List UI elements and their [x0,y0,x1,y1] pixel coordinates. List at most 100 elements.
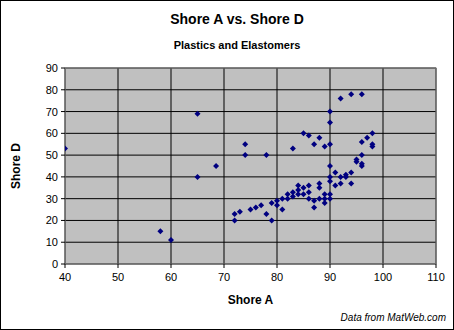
x-tick [171,264,172,268]
y-tick-label: 10 [46,236,58,248]
y-grid-line [65,242,436,243]
y-tick-label: 60 [46,127,58,139]
point [306,133,312,139]
point [364,135,370,141]
point [327,191,333,197]
y-tick [61,133,65,134]
point [316,180,322,186]
y-tick [61,68,65,69]
x-grid-line [383,68,384,264]
point [327,178,333,184]
y-tick [61,176,65,177]
x-tick-label: 80 [271,271,283,283]
point [311,204,317,210]
y-tick [61,264,65,265]
y-grid-line [65,220,436,221]
x-tick-label: 60 [165,271,177,283]
source-note: Data from MatWeb.com [341,312,446,323]
y-grid-line [65,176,436,177]
point [348,170,354,176]
point [274,198,280,204]
point [290,146,296,152]
x-tick [224,264,225,268]
point [285,191,291,197]
x-tick-label: 70 [218,271,230,283]
point [348,91,354,97]
y-tick [61,155,65,156]
y-tick [61,111,65,112]
x-tick [436,264,437,268]
point [332,170,338,176]
point [248,207,254,213]
point [295,183,301,189]
point [269,217,275,223]
y-tick-label: 30 [46,193,58,205]
point [242,152,248,158]
point [279,196,285,202]
plot-area [65,68,436,264]
point [301,130,307,136]
point [237,209,243,215]
point [269,200,275,206]
point [157,228,163,234]
x-tick [383,264,384,268]
x-tick-label: 90 [324,271,336,283]
x-tick [118,264,119,268]
x-grid-line [171,68,172,264]
y-axis-title: Shore D [9,143,23,189]
point [232,211,238,217]
point [369,130,375,136]
x-tick-label: 40 [59,271,71,283]
point [322,143,328,149]
x-tick-label: 110 [427,271,445,283]
point [316,196,322,202]
x-tick [330,264,331,268]
point [232,217,238,223]
chart: 0102030405060708090405060708090100110Sho… [0,0,454,330]
point [359,139,365,145]
x-tick-label: 50 [112,271,124,283]
point [354,156,360,162]
point [338,95,344,101]
point [301,191,307,197]
point [168,237,174,243]
y-tick [61,89,65,90]
point [301,185,307,191]
point [338,180,344,186]
point [327,109,333,115]
y-tick-label: 20 [46,214,58,226]
point [263,152,269,158]
point [332,183,338,189]
y-tick [61,198,65,199]
y-tick-label: 80 [46,84,58,96]
x-grid-line [118,68,119,264]
point [343,174,349,180]
y-tick [61,220,65,221]
x-tick [65,264,66,268]
point [369,143,375,149]
y-tick-label: 90 [46,62,58,74]
point [279,207,285,213]
point [327,141,333,147]
point [213,163,219,169]
subtitle: Plastics and Elastomers [174,39,301,51]
x-grid-line [224,68,225,264]
point [311,198,317,204]
point [65,146,68,152]
y-tick-label: 0 [52,258,58,270]
chart-border [1,1,454,330]
point [290,189,296,195]
y-grid-line [65,155,436,156]
point [253,204,259,210]
point [195,111,201,117]
point [322,200,328,206]
y-grid-line [65,89,436,90]
plot-frame [65,68,436,264]
y-tick [61,242,65,243]
y-tick-label: 70 [46,106,58,118]
point [306,196,312,202]
title: Shore A vs. Shore D [170,11,304,27]
point [195,174,201,180]
point [327,119,333,125]
points [65,91,375,243]
